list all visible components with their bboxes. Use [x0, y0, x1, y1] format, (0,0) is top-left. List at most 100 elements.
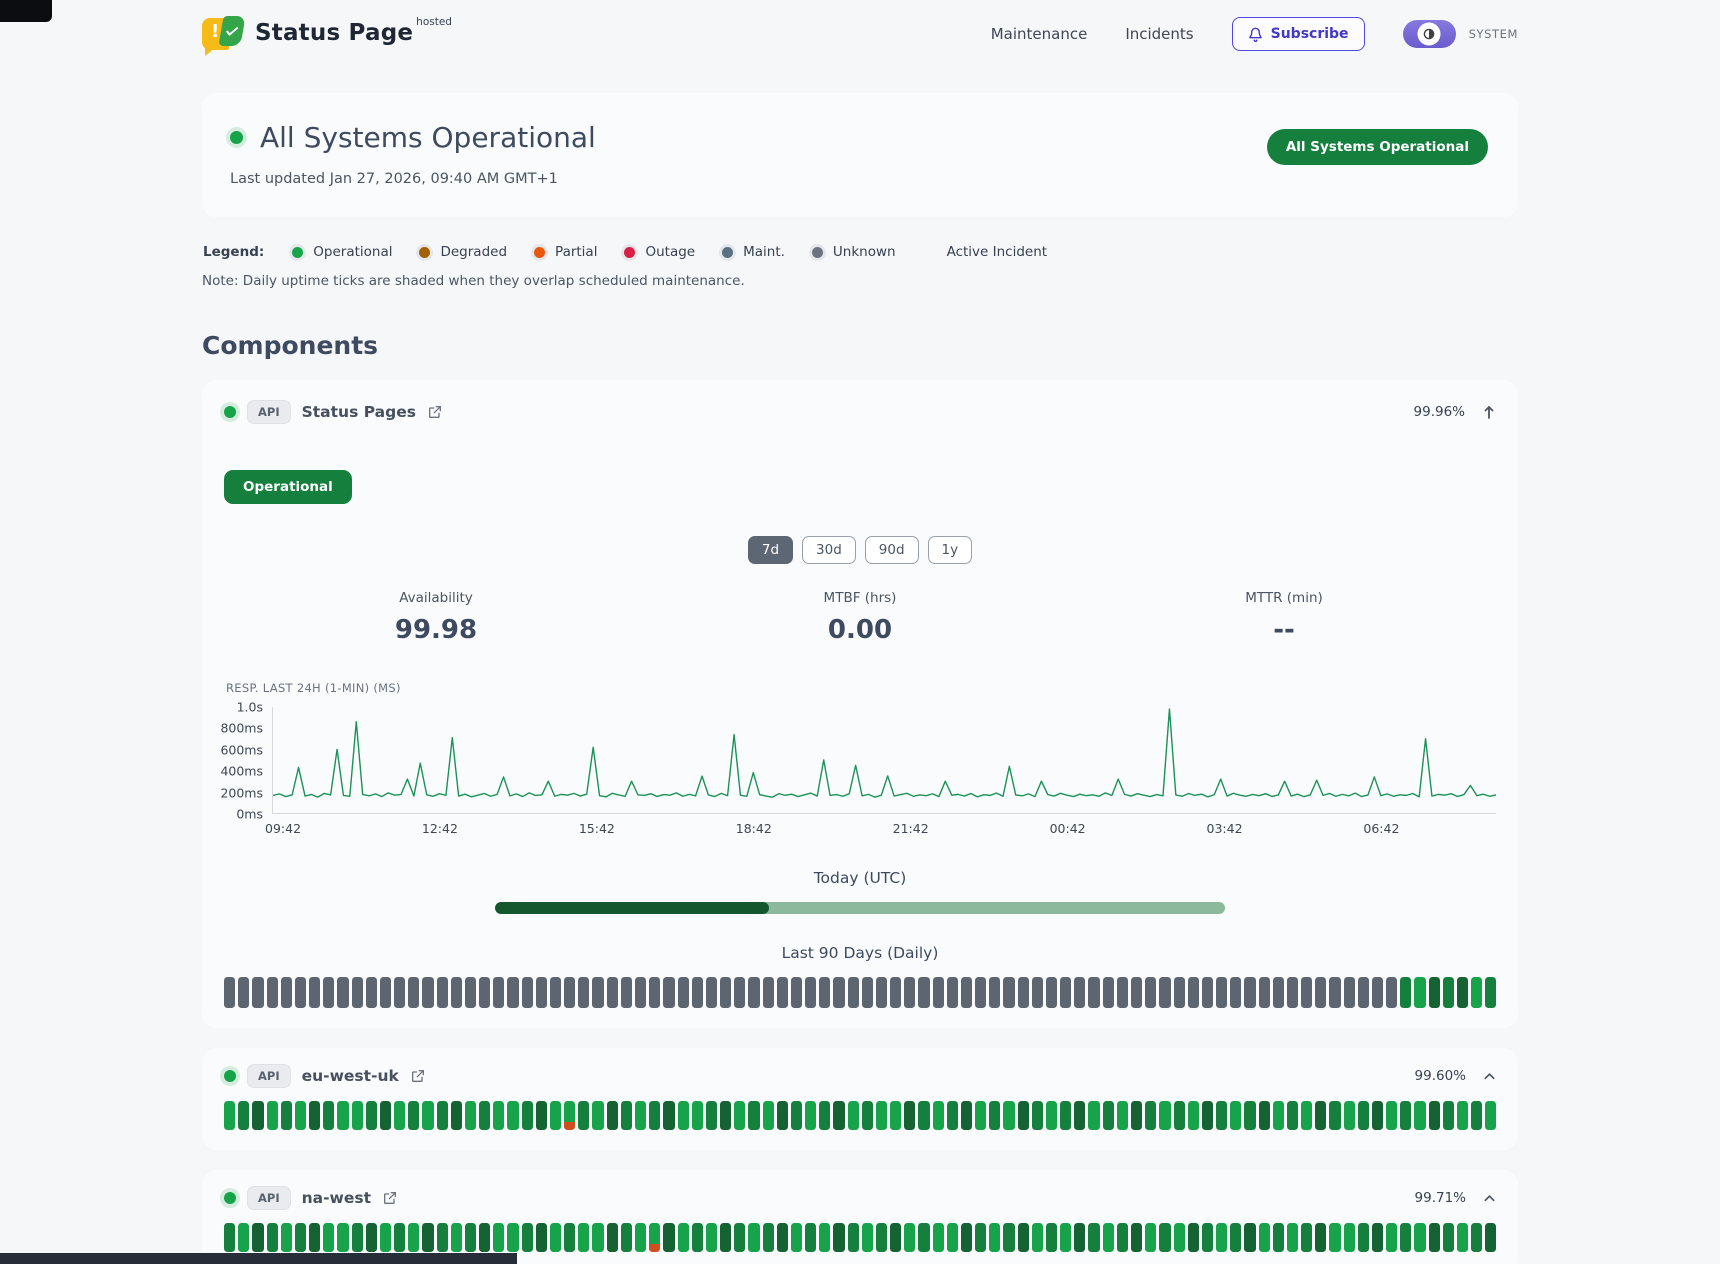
- uptime-tick[interactable]: [436, 977, 448, 1008]
- uptime-tick[interactable]: [337, 1101, 349, 1130]
- uptime-tick[interactable]: [776, 977, 788, 1008]
- uptime-tick[interactable]: [294, 1223, 307, 1252]
- uptime-tick[interactable]: [1131, 1223, 1143, 1252]
- uptime-tick[interactable]: [989, 977, 1001, 1008]
- uptime-tick[interactable]: [1173, 1223, 1185, 1252]
- uptime-tick[interactable]: [833, 977, 845, 1008]
- uptime-tick[interactable]: [918, 1101, 930, 1130]
- uptime-tick[interactable]: [1102, 977, 1114, 1008]
- uptime-tick[interactable]: [1102, 1101, 1114, 1130]
- uptime-tick[interactable]: [280, 977, 292, 1008]
- uptime-tick[interactable]: [705, 1223, 718, 1252]
- uptime-tick[interactable]: [1173, 977, 1185, 1008]
- uptime-tick[interactable]: [535, 1223, 547, 1252]
- uptime-tick[interactable]: [1414, 1101, 1426, 1130]
- range-button-90d[interactable]: 90d: [864, 536, 919, 564]
- uptime-tick[interactable]: [1031, 1223, 1043, 1252]
- uptime-tick[interactable]: [1315, 977, 1327, 1008]
- uptime-tick[interactable]: [1017, 1101, 1029, 1130]
- uptime-tick[interactable]: [989, 1101, 1001, 1130]
- uptime-tick[interactable]: [776, 1101, 788, 1130]
- uptime-tick[interactable]: [337, 977, 349, 1008]
- uptime-tick[interactable]: [833, 1101, 845, 1130]
- uptime-tick[interactable]: [549, 1223, 562, 1252]
- uptime-tick[interactable]: [1244, 977, 1256, 1008]
- uptime-tick[interactable]: [691, 977, 703, 1008]
- uptime-tick[interactable]: [592, 1101, 604, 1130]
- uptime-tick[interactable]: [1244, 1223, 1256, 1252]
- uptime-tick[interactable]: [918, 1223, 930, 1252]
- uptime-tick[interactable]: [1116, 1223, 1128, 1252]
- uptime-tick[interactable]: [379, 1101, 392, 1130]
- uptime-tick[interactable]: [720, 1101, 732, 1130]
- uptime-tick[interactable]: [1145, 1101, 1157, 1130]
- uptime-tick[interactable]: [1201, 1101, 1214, 1130]
- uptime-tick[interactable]: [932, 1101, 944, 1130]
- uptime-tick[interactable]: [606, 1223, 618, 1252]
- uptime-tick[interactable]: [578, 977, 590, 1008]
- uptime-tick[interactable]: [904, 1101, 916, 1130]
- uptime-tick[interactable]: [833, 1223, 845, 1252]
- uptime-tick[interactable]: [592, 1223, 604, 1252]
- uptime-tick[interactable]: [847, 1223, 859, 1252]
- uptime-tick[interactable]: [875, 977, 888, 1008]
- uptime-tick[interactable]: [1074, 1101, 1086, 1130]
- uptime-tick[interactable]: [875, 1223, 888, 1252]
- uptime-tick[interactable]: [1357, 1101, 1369, 1130]
- nav-item-incidents[interactable]: Incidents: [1125, 25, 1194, 43]
- subscribe-button[interactable]: Subscribe: [1231, 17, 1365, 51]
- uptime-tick[interactable]: [464, 977, 477, 1008]
- uptime-tick[interactable]: [436, 1223, 448, 1252]
- uptime-tick[interactable]: [351, 1223, 363, 1252]
- brand[interactable]: ! Status Page hosted: [202, 15, 452, 56]
- uptime-tick[interactable]: [1230, 1223, 1242, 1252]
- uptime-tick[interactable]: [1116, 977, 1128, 1008]
- uptime-tick[interactable]: [1187, 977, 1199, 1008]
- uptime-tick[interactable]: [620, 1101, 632, 1130]
- uptime-tick[interactable]: [309, 1101, 321, 1130]
- uptime-tick[interactable]: [1343, 977, 1355, 1008]
- uptime-tick[interactable]: [1045, 1101, 1058, 1130]
- uptime-tick[interactable]: [946, 1223, 958, 1252]
- uptime-tick[interactable]: [1201, 1223, 1214, 1252]
- uptime-tick[interactable]: [479, 977, 491, 1008]
- uptime-tick[interactable]: [1159, 1223, 1171, 1252]
- component-header[interactable]: API eu-west-uk 99.60%: [224, 1064, 1496, 1088]
- uptime-tick[interactable]: [422, 977, 434, 1008]
- uptime-tick[interactable]: [705, 977, 718, 1008]
- uptime-tick[interactable]: [1315, 1101, 1327, 1130]
- uptime-tick[interactable]: [549, 977, 562, 1008]
- uptime-tick[interactable]: [1485, 977, 1497, 1008]
- uptime-tick[interactable]: [238, 1101, 250, 1130]
- uptime-tick[interactable]: [677, 1223, 689, 1252]
- uptime-tick[interactable]: [1471, 977, 1483, 1008]
- uptime-tick[interactable]: [790, 1223, 803, 1252]
- external-link-icon[interactable]: [382, 1190, 398, 1206]
- uptime-tick[interactable]: [1159, 1101, 1171, 1130]
- uptime-tick[interactable]: [918, 977, 930, 1008]
- uptime-tick[interactable]: [394, 1101, 406, 1130]
- uptime-tick[interactable]: [549, 1101, 562, 1130]
- uptime-tick[interactable]: [252, 977, 264, 1008]
- uptime-tick[interactable]: [1386, 977, 1398, 1008]
- uptime-tick[interactable]: [1343, 1223, 1355, 1252]
- uptime-tick[interactable]: [450, 1101, 462, 1130]
- uptime-tick[interactable]: [875, 1101, 888, 1130]
- uptime-tick[interactable]: [379, 977, 392, 1008]
- theme-toggle[interactable]: [1402, 20, 1456, 48]
- uptime-tick[interactable]: [790, 1101, 803, 1130]
- uptime-tick[interactable]: [564, 1101, 576, 1130]
- uptime-tick[interactable]: [847, 1101, 859, 1130]
- uptime-tick[interactable]: [861, 1101, 873, 1130]
- uptime-tick[interactable]: [408, 1223, 420, 1252]
- uptime-tick[interactable]: [1031, 977, 1043, 1008]
- uptime-tick[interactable]: [1343, 1101, 1355, 1130]
- uptime-tick[interactable]: [280, 1101, 292, 1130]
- uptime-tick[interactable]: [408, 1101, 420, 1130]
- uptime-tick[interactable]: [1456, 977, 1469, 1008]
- uptime-tick[interactable]: [493, 977, 505, 1008]
- range-button-7d[interactable]: 7d: [747, 536, 794, 564]
- uptime-tick[interactable]: [634, 1223, 647, 1252]
- uptime-tick[interactable]: [464, 1101, 477, 1130]
- uptime-tick[interactable]: [975, 1101, 987, 1130]
